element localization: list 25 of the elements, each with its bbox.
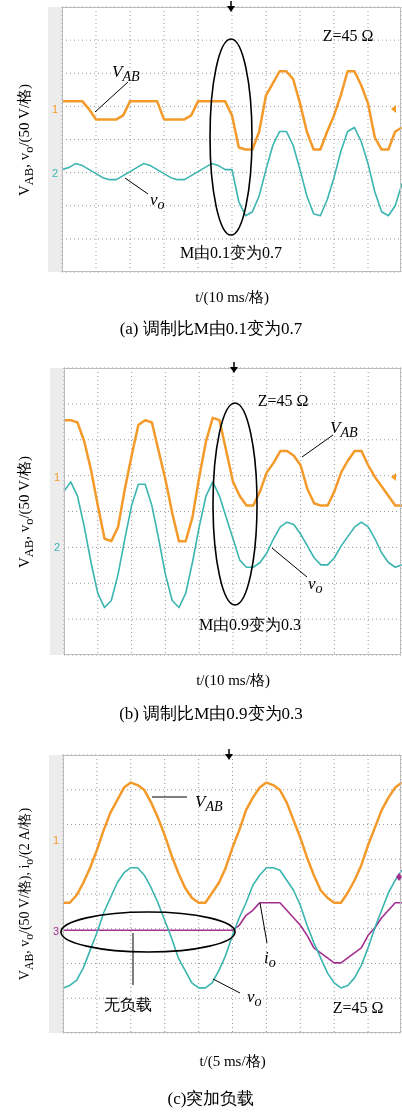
- series-label: v$_{o}$: [308, 574, 323, 599]
- series-label: V$_{AB}$: [330, 418, 358, 443]
- series-label: i$_{o}$: [264, 948, 276, 973]
- x-axis-title: t/(5 ms/格): [199, 1052, 266, 1071]
- text: 1: [53, 470, 61, 484]
- text: 1: [52, 833, 60, 847]
- text: 3: [52, 924, 60, 938]
- annotation: 无负载: [104, 995, 152, 1015]
- series-label: v$_{o}$: [247, 987, 262, 1012]
- series-label: v$_{o}$: [150, 190, 165, 215]
- text: 2: [53, 540, 61, 554]
- text: (c)突加负载: [167, 1088, 255, 1110]
- text: Z=45 Ω: [322, 26, 374, 46]
- annotation: M由0.9变为0.3: [198, 615, 302, 635]
- x-axis-title: t/(10 ms/格): [195, 288, 269, 307]
- text: (b) 调制比M由0.9变为0.3: [119, 703, 303, 725]
- series-label: V$_{AB}$: [195, 792, 223, 817]
- text: Z=45 Ω: [257, 391, 309, 411]
- text: 2: [51, 166, 59, 180]
- text: (a) 调制比M由0.1变为0.7: [119, 318, 303, 340]
- annotation: M由0.1变为0.7: [179, 243, 283, 263]
- series-label: V$_{AB}$: [112, 62, 140, 87]
- text: 1: [51, 102, 59, 116]
- annotation: Z=45 Ω: [332, 998, 384, 1018]
- x-axis-title: t/(10 ms/格): [196, 671, 270, 690]
